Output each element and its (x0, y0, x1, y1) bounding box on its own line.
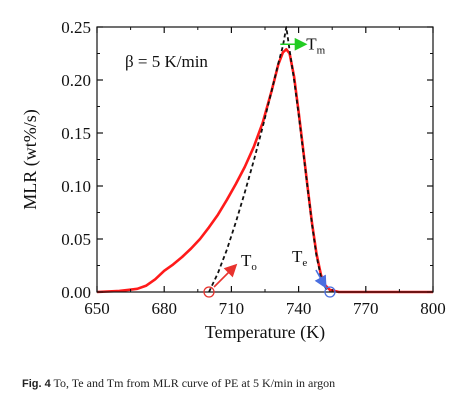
heating-rate-annotation: β = 5 K/min (125, 52, 208, 71)
x-tick-label: 800 (420, 299, 446, 318)
mlr-chart: 650 680 710 740 770 800 0.00 0.05 0.10 0.15 0.20 0.… (20, 18, 446, 343)
y-tick-label: 0.10 (61, 177, 91, 196)
y-axis-title: MLR (wt%/s) (20, 109, 41, 210)
x-tick-label: 680 (151, 299, 177, 318)
y-tick-label: 0.15 (61, 124, 91, 143)
onset-marker-circle (203, 286, 215, 298)
mlr-curve-line (96, 48, 433, 294)
marker-arrow-o (213, 263, 238, 288)
y-tick-label: 0.20 (61, 71, 91, 90)
marker-label-To: To (241, 251, 257, 273)
tangent-line-dashed (208, 26, 331, 293)
marker-label-Tm: Tm (306, 34, 325, 56)
x-axis-title: Temperature (K) (205, 322, 325, 343)
x-tick-label: 650 (84, 299, 110, 318)
annotations: β = 5 K/min To Te Tm (125, 34, 336, 298)
marker-label-Te: Te (292, 247, 307, 269)
y-tick-label: 0.05 (61, 230, 91, 249)
y-tick-label: 0.00 (61, 283, 91, 302)
marker-arrow-e (314, 269, 327, 289)
end-marker-circle (324, 286, 336, 298)
caption-text: To, Te and Tm from MLR curve of PE at 5 … (53, 376, 336, 390)
axes: 650 680 710 740 770 800 0.00 0.05 0.10 0.15 0.20 0.… (20, 18, 446, 343)
y-tick-label: 0.25 (61, 18, 91, 37)
x-tick-label: 710 (219, 299, 245, 318)
caption-label: Fig. 4 (22, 378, 51, 390)
x-tick-label: 770 (353, 299, 379, 318)
x-tick-label: 740 (286, 299, 312, 318)
figure-caption: Fig. 4 To, Te and Tm from MLR curve of P… (22, 376, 452, 391)
